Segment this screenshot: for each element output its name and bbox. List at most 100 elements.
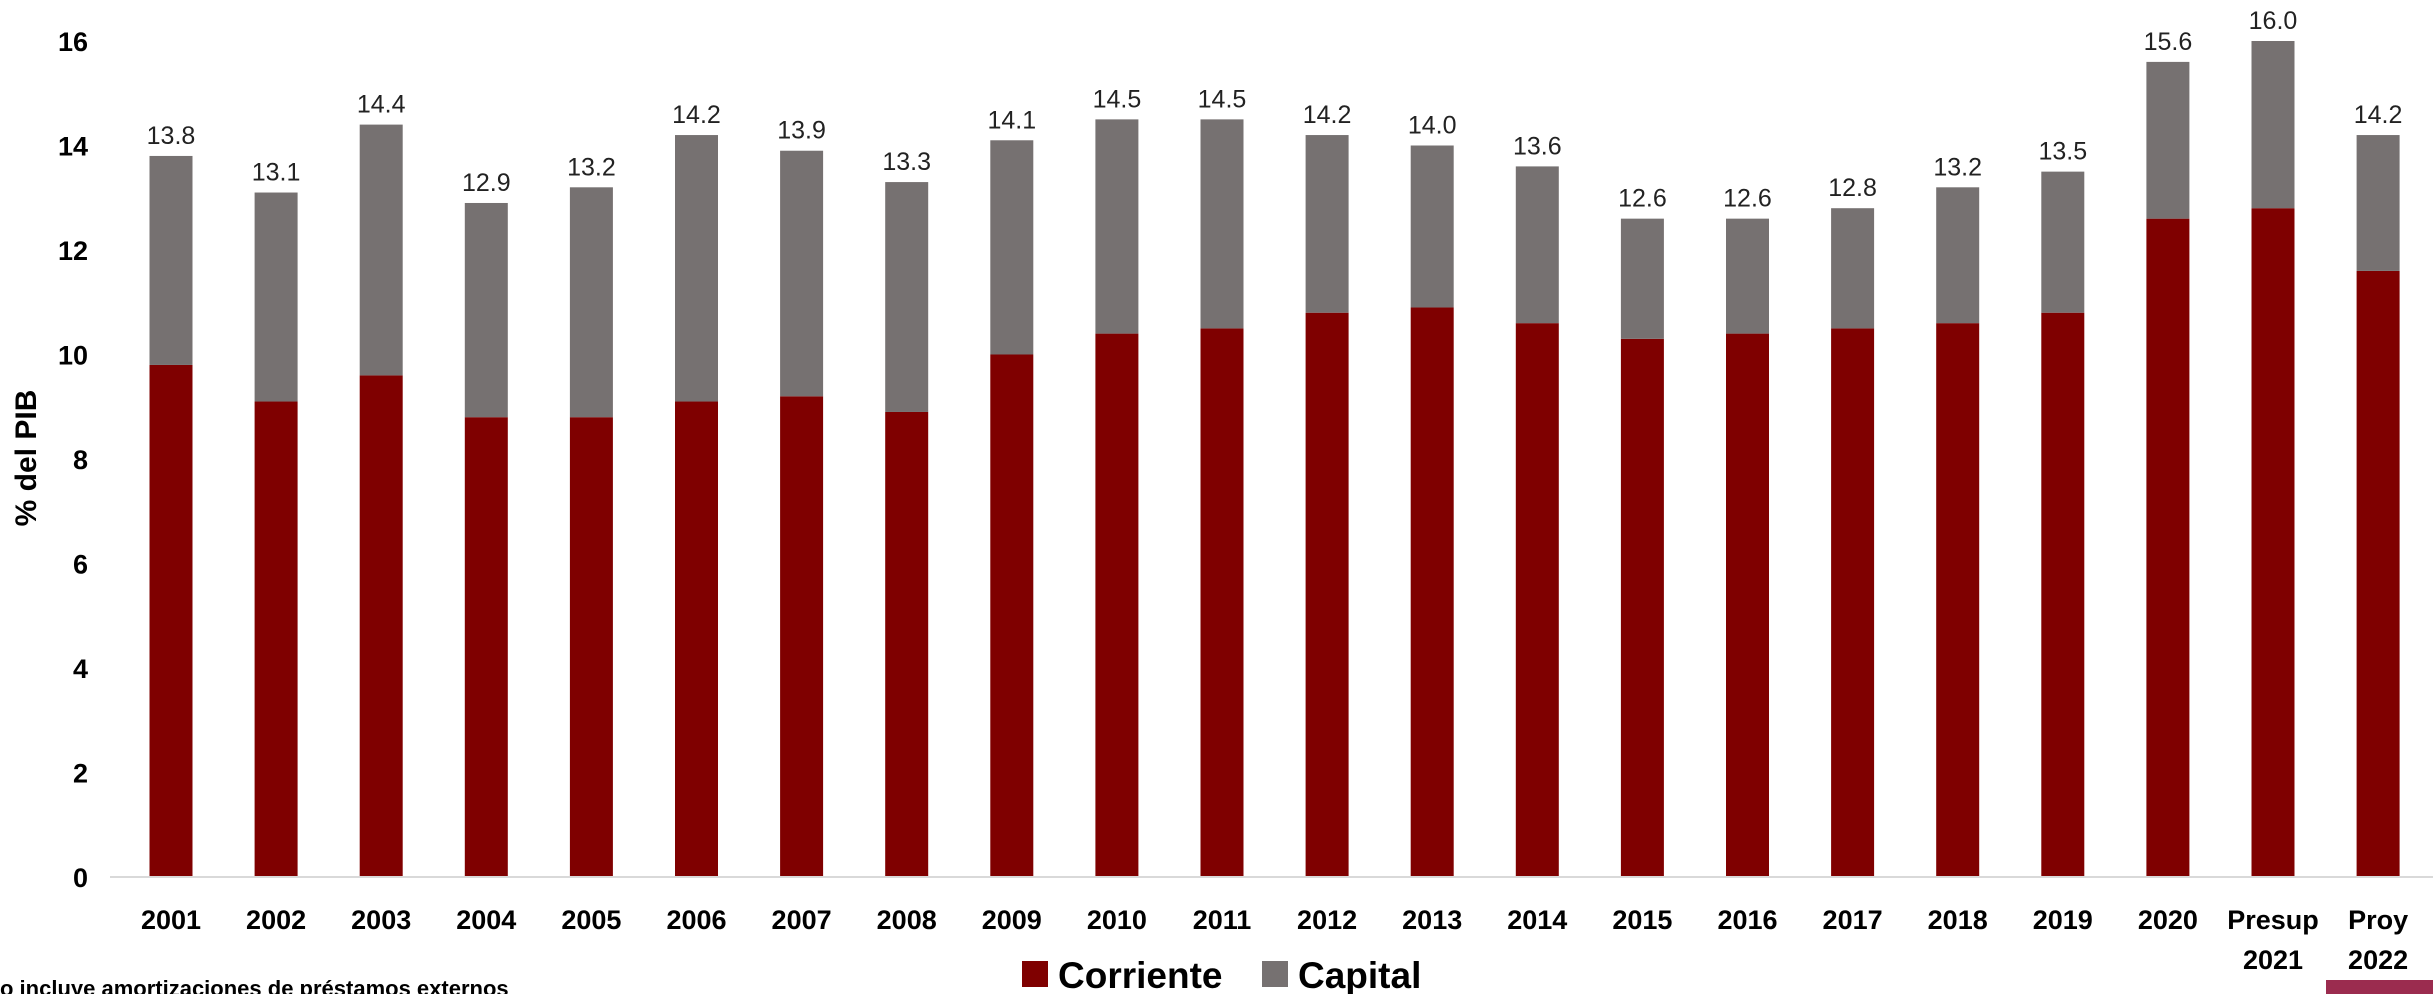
total-data-label: 13.6 [1513, 132, 1562, 160]
legend-label-capital: Capital [1298, 955, 1421, 994]
total-data-label: 14.2 [672, 101, 721, 129]
bar-corriente-8 [990, 354, 1034, 877]
total-data-label: 12.6 [1618, 185, 1667, 213]
bar-capital-11 [1305, 135, 1349, 313]
legend-swatch-corriente [1022, 961, 1048, 987]
bar-corriente-15 [1726, 333, 1769, 878]
legend-swatch-capital [1262, 961, 1288, 987]
bar-capital-0 [149, 155, 193, 365]
x-tick-label: 2002 [246, 905, 306, 935]
total-data-label: 12.8 [1828, 174, 1877, 202]
x-tick-label: 2006 [666, 905, 726, 935]
y-tick-label: 8 [73, 445, 88, 475]
x-tick-label: 2015 [1612, 905, 1672, 935]
x-tick-label: 2005 [561, 905, 621, 935]
bar-corriente-1 [254, 401, 298, 877]
bar-capital-14 [1620, 218, 1664, 339]
bar-capital-8 [990, 140, 1034, 355]
total-data-label: 13.9 [777, 117, 826, 145]
total-data-label: 13.2 [567, 153, 616, 181]
corner-decoration-bar [2326, 980, 2433, 994]
y-tick-label: 10 [58, 341, 88, 371]
bar-capital-21 [2356, 135, 2400, 271]
x-tick-label: 2016 [1717, 905, 1777, 935]
bar-capital-10 [1200, 119, 1244, 329]
bar-corriente-12 [1410, 307, 1454, 878]
x-tick-label: 2007 [772, 905, 832, 935]
y-tick-label: 4 [73, 654, 88, 684]
x-tick-label: 2018 [1928, 905, 1988, 935]
total-data-label: 14.1 [987, 106, 1036, 134]
bar-capital-20 [2251, 41, 2295, 209]
x-tick-label: 2010 [1087, 905, 1147, 935]
bar-capital-13 [1515, 166, 1559, 324]
bar-corriente-4 [569, 417, 613, 877]
total-data-label: 13.8 [147, 122, 196, 150]
x-tick-label: 2011 [1193, 905, 1252, 935]
x-tick-label: Presup [2227, 905, 2319, 935]
x-tick-label: 2014 [1507, 905, 1567, 935]
footnote: o incluye amortizaciones de préstamos ex… [0, 976, 509, 994]
x-tick-label: 2001 [141, 905, 201, 935]
bar-corriente-3 [464, 417, 508, 877]
bars: 13.8 13.1 14.4 12.9 13.2 14.2 13.9 13.3 14.1 14.5… [147, 7, 2403, 878]
y-axis: 0 2 4 6 8 10 12 14 16 [58, 27, 88, 893]
x-tick-label: 2020 [2138, 905, 2198, 935]
total-data-label: 14.4 [357, 91, 406, 119]
bar-corriente-21 [2356, 270, 2400, 877]
y-tick-label: 6 [73, 550, 88, 580]
bar-corriente-20 [2251, 208, 2295, 877]
x-tick-label: 2012 [1297, 905, 1357, 935]
bar-capital-2 [359, 124, 403, 376]
x-tick-label: 2017 [1823, 905, 1883, 935]
y-axis-label: % del PIB [10, 390, 43, 527]
x-tick-label: 2021 [2243, 945, 2303, 975]
x-tick-label: 2019 [2033, 905, 2093, 935]
total-data-label: 16.0 [2249, 7, 2298, 35]
bar-corriente-19 [2146, 218, 2190, 877]
total-data-label: 13.2 [1933, 153, 1982, 181]
bar-capital-15 [1726, 218, 1769, 334]
total-data-label: 14.0 [1408, 112, 1457, 140]
bar-corriente-14 [1620, 338, 1664, 877]
y-tick-label: 16 [58, 27, 88, 57]
bar-capital-9 [1095, 119, 1139, 334]
bar-capital-18 [2041, 171, 2085, 313]
total-data-label: 14.5 [1093, 85, 1142, 113]
bar-corriente-18 [2041, 312, 2085, 877]
bar-corriente-17 [1936, 323, 1980, 877]
bar-corriente-5 [675, 401, 718, 877]
bar-corriente-7 [885, 411, 929, 877]
total-data-label: 15.6 [2144, 28, 2193, 56]
bar-corriente-16 [1831, 328, 1875, 877]
y-tick-label: 2 [73, 759, 88, 789]
bar-capital-19 [2146, 61, 2190, 219]
x-axis: 2001 2002 2003 2004 2005 2006 2007 2008 2009 2010… [110, 876, 2433, 975]
total-data-label: 12.9 [462, 169, 511, 197]
y-tick-label: 14 [58, 132, 88, 162]
total-data-label: 14.2 [2354, 101, 2403, 129]
total-data-label: 13.1 [252, 159, 301, 187]
x-tick-label: 2003 [351, 905, 411, 935]
bar-capital-3 [464, 202, 508, 418]
total-data-label: 13.5 [2038, 138, 2087, 166]
x-tick-label: 2009 [982, 905, 1042, 935]
legend-label-corriente: Corriente [1058, 955, 1222, 994]
bar-capital-7 [885, 182, 929, 412]
x-tick-label: 2004 [456, 905, 516, 935]
x-tick-label: 2022 [2348, 945, 2408, 975]
bar-corriente-10 [1200, 328, 1244, 877]
bar-capital-17 [1936, 187, 1980, 324]
bar-corriente-11 [1305, 312, 1349, 877]
bar-capital-16 [1831, 208, 1875, 329]
bar-corriente-0 [149, 364, 193, 877]
bar-capital-5 [675, 135, 718, 402]
bar-capital-4 [569, 187, 613, 418]
corner-decoration [2326, 980, 2433, 994]
bar-capital-12 [1410, 145, 1454, 308]
bar-capital-6 [780, 150, 824, 397]
y-tick-label: 0 [73, 863, 88, 893]
bar-corriente-6 [780, 396, 824, 877]
x-tick-label: 2008 [877, 905, 937, 935]
